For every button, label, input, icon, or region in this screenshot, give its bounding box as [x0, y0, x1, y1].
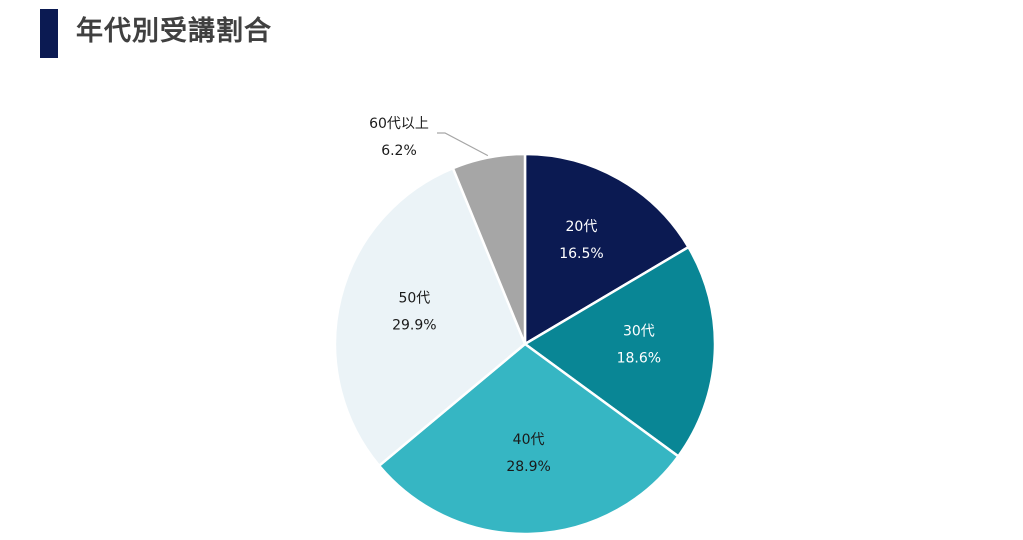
leader-line-4: [437, 132, 489, 157]
pie-slice-2: [377, 342, 680, 536]
page-title: 年代別受講割合: [76, 16, 272, 47]
pie-slice-1: [523, 245, 717, 458]
slice-value-label-0: 16.5%: [559, 246, 603, 262]
slice-name-label-1: 30代: [623, 324, 655, 340]
pie-slice-4: [451, 152, 527, 346]
slice-name-label-0: 20代: [566, 219, 598, 235]
slice-value-label-1: 18.6%: [617, 351, 661, 367]
slice-name-label-4: 60代以上: [369, 116, 429, 132]
slice-value-label-2: 28.9%: [506, 459, 550, 475]
slice-value-label-4: 6.2%: [381, 143, 417, 159]
pie-slice-3: [333, 166, 527, 467]
title-accent-bar: [40, 9, 58, 58]
slice-name-label-3: 50代: [398, 291, 430, 307]
slice-value-label-3: 29.9%: [392, 318, 436, 334]
slice-name-label-2: 40代: [513, 432, 545, 448]
pie-slice-0: [523, 152, 690, 346]
